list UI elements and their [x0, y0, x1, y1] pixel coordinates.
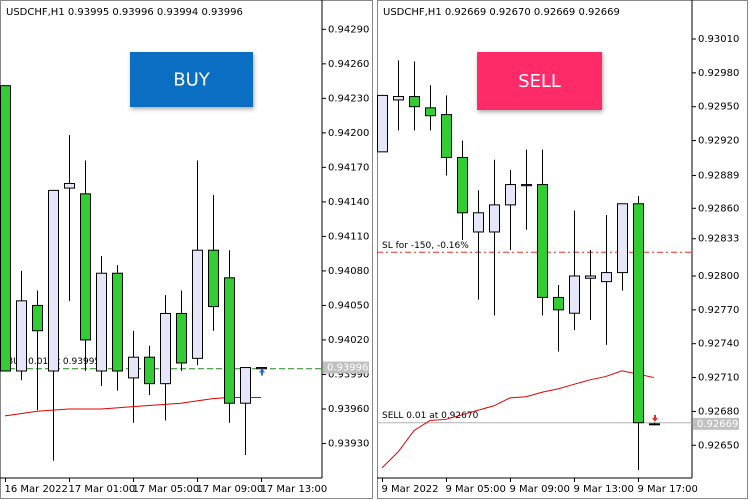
- candle-body: [64, 182, 75, 189]
- trade-button[interactable]: BUY: [130, 52, 253, 107]
- candle-body: [537, 184, 548, 298]
- x-tick-label: 17 Mar 09:00: [197, 484, 264, 495]
- candle-body: [160, 312, 171, 385]
- price-label-box: [693, 417, 739, 430]
- candle-body: [256, 367, 267, 370]
- candle-body: [112, 272, 123, 372]
- candle-body: [208, 249, 219, 308]
- candle-body: [489, 204, 500, 233]
- candle-body: [457, 156, 468, 214]
- y-tick-label: 0.94260: [328, 59, 369, 70]
- y-tick-label: 0.94170: [328, 162, 369, 173]
- y-tick-label: 0.94200: [328, 128, 369, 139]
- y-tick-label: 0.93930: [328, 438, 369, 449]
- candle-body: [505, 184, 516, 206]
- candle-body: [473, 212, 484, 233]
- x-tick-label: 17 Mar 05:00: [133, 484, 200, 495]
- candle-body: [553, 296, 564, 311]
- y-tick-label: 0.92800: [698, 271, 739, 282]
- button-label[interactable]: SELL: [518, 71, 561, 92]
- y-tick-label: 0.92710: [698, 373, 739, 384]
- candle-body: [0, 85, 11, 372]
- candle-body: [16, 300, 27, 372]
- y-tick-label: 0.92740: [698, 339, 739, 350]
- candle-body: [569, 275, 580, 314]
- candle-body: [192, 249, 203, 359]
- candle-body: [409, 96, 420, 108]
- chart-title: USDCHF,H1 0.92669 0.92670 0.92669 0.9266…: [383, 7, 620, 18]
- candle-body: [144, 356, 155, 385]
- candle-body: [601, 272, 612, 283]
- y-tick-label: 0.92770: [698, 305, 739, 316]
- candle-body: [224, 277, 235, 404]
- trade-marker: [259, 368, 265, 376]
- y-tick-label: 0.92860: [698, 203, 739, 214]
- y-tick-label: 0.92833: [698, 234, 739, 245]
- y-tick-label: 0.94140: [328, 197, 369, 208]
- button-face[interactable]: [130, 52, 253, 107]
- y-tick-label: 0.92980: [698, 68, 739, 79]
- candle-body: [377, 94, 388, 153]
- y-tick-label: 0.94230: [328, 93, 369, 104]
- candle-body: [80, 193, 91, 341]
- y-tick-label: 0.92889: [698, 171, 739, 182]
- y-tick-label: 0.94110: [328, 231, 369, 242]
- price-label: 0.92669: [697, 419, 738, 430]
- trade-level-label: SL for -150, -0.16%: [382, 241, 469, 251]
- y-tick-label: 0.93010: [698, 34, 739, 45]
- candle-body: [521, 184, 532, 187]
- candle-body: [393, 96, 404, 101]
- trade-level-label: SELL 0.01 at 0.92670: [382, 411, 479, 421]
- candle-body: [617, 203, 628, 274]
- y-tick-label: 0.94290: [328, 24, 369, 35]
- y-tick-label: 0.92650: [698, 440, 739, 451]
- button-label[interactable]: BUY: [173, 70, 211, 91]
- candle-body: [48, 189, 59, 372]
- y-tick-label: 0.94080: [328, 266, 369, 277]
- price-label: 0.93996: [327, 363, 368, 374]
- chart-title: USDCHF,H1 0.93995 0.93996 0.93994 0.9399…: [6, 7, 243, 18]
- y-tick-label: 0.93960: [328, 404, 369, 415]
- y-tick-label: 0.92950: [698, 102, 739, 113]
- y-tick-label: 0.92920: [698, 136, 739, 147]
- candle-body: [32, 304, 43, 332]
- moving-average: [381, 370, 655, 469]
- trade-marker: [652, 414, 658, 422]
- candle-body: [176, 312, 187, 364]
- candle-body: [96, 272, 107, 372]
- x-tick-label: 9 Mar 05:00: [446, 484, 506, 495]
- x-tick-label: 9 Mar 17:00: [638, 484, 698, 495]
- button-face[interactable]: [477, 52, 602, 110]
- x-tick-label: 17 Mar 01:00: [69, 484, 136, 495]
- x-tick-label: 9 Mar 2022: [382, 484, 439, 495]
- candle-body: [649, 423, 660, 426]
- y-tick-label: 0.94020: [328, 335, 369, 346]
- price-label-box: [323, 361, 369, 374]
- candle-body: [633, 203, 644, 424]
- candle-body: [425, 107, 436, 117]
- chart-panel: 0.94290 0.94260 0.94230 0.94200 0.94170 0.941…: [0, 0, 373, 499]
- candle-body: [240, 367, 251, 404]
- y-tick-label: 0.93990: [328, 369, 369, 380]
- y-tick-label: 0.92680: [698, 406, 739, 417]
- candle-body: [585, 275, 596, 279]
- x-tick-label: 16 Mar 2022: [5, 484, 68, 495]
- candle-body: [441, 114, 452, 158]
- candle-body: [128, 356, 139, 379]
- x-tick-label: 9 Mar 13:00: [574, 484, 634, 495]
- trade-button[interactable]: SELL: [477, 52, 602, 110]
- x-tick-label: 17 Mar 13:00: [261, 484, 328, 495]
- y-tick-label: 0.94050: [328, 300, 369, 311]
- chart-panel: 0.93010 0.92980 0.92950 0.92920 0.92889 0.928…: [377, 0, 748, 499]
- x-tick-label: 9 Mar 09:00: [510, 484, 570, 495]
